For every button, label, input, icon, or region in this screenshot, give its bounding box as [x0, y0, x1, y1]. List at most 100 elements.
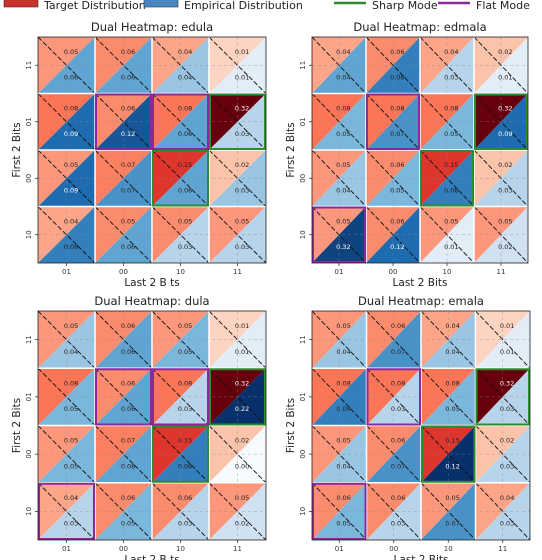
flat-mode-outline — [366, 93, 420, 150]
target-value-label: 0.05 — [178, 217, 192, 225]
y-tick-label: 01 — [299, 392, 307, 401]
legend: Target Distribution Empirical Distributio… — [3, 0, 530, 12]
sharp-mode-outline — [421, 425, 476, 483]
cell-diagonal — [37, 93, 96, 151]
cell-diagonal — [94, 206, 153, 264]
flat-mode-outline — [38, 482, 95, 540]
y-tick-label: 10 — [299, 230, 307, 239]
target-value-label: 0.08 — [390, 104, 404, 112]
empirical-value-label: 0.06 — [121, 243, 135, 251]
target-value-label: 0.06 — [121, 494, 135, 502]
cell-diagonal — [151, 149, 210, 207]
cell-diagonal — [420, 425, 476, 484]
target-value-label: 0.06 — [336, 494, 350, 502]
empirical-value-label: 0.22 — [235, 405, 249, 413]
target-value-label: 0.06 — [390, 217, 404, 225]
cell-diagonal — [311, 310, 367, 369]
x-tick-label: 00 — [389, 268, 398, 276]
cell-diagonal — [208, 310, 267, 369]
y-axis-label: First 2 Bits — [11, 398, 23, 453]
y-tick-label: 00 — [25, 174, 33, 183]
cell-diagonal — [208, 482, 267, 541]
x-tick-label: 00 — [389, 545, 398, 553]
target-value-label: 0.02 — [235, 161, 249, 169]
empirical-value-label: 0.01 — [500, 348, 514, 356]
empirical-value-label: 0.03 — [391, 520, 405, 528]
flat-mode-outline — [312, 482, 367, 540]
empirical-value-label: 0.03 — [178, 243, 192, 251]
empirical-value-label: 0.02 — [235, 520, 249, 528]
target-value-label: 0.08 — [64, 379, 78, 387]
empirical-value-label: 0.07 — [121, 186, 135, 194]
sharp-mode-outline — [420, 150, 474, 207]
legend-item: Target Distribution — [3, 0, 146, 12]
x-tick-label: 01 — [62, 268, 71, 276]
cell-diagonal — [94, 367, 153, 426]
legend-label: Sharp Mode — [372, 0, 438, 12]
cell-diagonal — [208, 36, 267, 94]
target-value-label: 0.04 — [336, 48, 350, 56]
y-tick-label: 10 — [25, 507, 33, 516]
sharp-mode-outline — [152, 150, 209, 207]
empirical-value-label: 0.05 — [64, 462, 78, 470]
target-value-label: 0.15 — [178, 437, 192, 445]
empirical-value-label: 0.03 — [391, 405, 405, 413]
sharp-mode-outline — [209, 93, 266, 150]
empirical-value-label: 0.01 — [444, 243, 458, 251]
legend-label: Flat Mode — [476, 0, 530, 12]
empirical-value-label: 0.03 — [498, 186, 512, 194]
target-value-label: 0.32 — [498, 104, 512, 112]
empirical-value-label: 0.06 — [121, 348, 135, 356]
cell-diagonal — [151, 482, 210, 541]
empirical-value-label: 0.05 — [444, 130, 458, 138]
cell-diagonal — [94, 36, 153, 94]
cell-diagonal — [208, 425, 267, 484]
chart-title: Dual Heatmap: dula — [94, 294, 209, 308]
empirical-value-label: 0.08 — [444, 186, 458, 194]
target-value-label: 0.06 — [391, 322, 405, 330]
empirical-value-label: 0.06 — [121, 73, 135, 81]
y-tick-label: 11 — [299, 61, 307, 70]
target-value-label: 0.06 — [390, 48, 404, 56]
cell-diagonal — [475, 310, 531, 369]
target-value-label: 0.04 — [445, 322, 459, 330]
cell-diagonal — [94, 310, 153, 369]
cell-diagonal — [475, 425, 531, 484]
target-value-label: 0.06 — [121, 48, 135, 56]
target-value-label: 0.02 — [500, 437, 514, 445]
empirical-value-label: 0.05 — [178, 348, 192, 356]
empirical-value-label: 0.09 — [64, 186, 78, 194]
target-value-label: 0.32 — [235, 104, 249, 112]
empirical-value-label: 0.07 — [391, 462, 405, 470]
y-axis-label: First 2 Bits — [285, 398, 297, 453]
target-value-label: 0.06 — [391, 494, 405, 502]
target-value-label: 0.04 — [444, 48, 458, 56]
cell-diagonal — [151, 93, 210, 151]
cell-diagonal — [311, 425, 367, 484]
empirical-value-label: 0.32 — [336, 243, 350, 251]
x-tick-label: 00 — [119, 545, 128, 553]
cell-diagonal — [37, 36, 96, 94]
target-value-label: 0.08 — [336, 104, 350, 112]
empirical-value-label: 0.09 — [498, 130, 512, 138]
empirical-value-label: 0.03 — [235, 243, 249, 251]
x-tick-label: 10 — [176, 268, 185, 276]
cell-diagonal — [208, 206, 267, 264]
empirical-value-label: 0.02 — [498, 243, 512, 251]
target-value-label: 0.01 — [235, 48, 249, 56]
target-value-label: 0.02 — [235, 437, 249, 445]
cell-diagonal — [151, 206, 210, 264]
cell-diagonal — [420, 310, 476, 369]
empirical-value-label: 0.08 — [121, 462, 135, 470]
heatmap-panel: Dual Heatmap: edmala 0.04 0.04 0.06 0.08 0.04… — [285, 20, 529, 289]
empirical-value-label: 0.06 — [178, 186, 192, 194]
empirical-value-label: 0.04 — [336, 462, 350, 470]
empirical-value-label: 0.08 — [336, 405, 350, 413]
cell-diagonal — [151, 367, 210, 426]
flat-mode-outline — [95, 93, 152, 150]
flat-mode-outline — [312, 206, 366, 263]
y-tick-label: 01 — [299, 117, 307, 126]
cell-diagonal — [94, 425, 153, 484]
empirical-value-label: 0.12 — [445, 462, 459, 470]
